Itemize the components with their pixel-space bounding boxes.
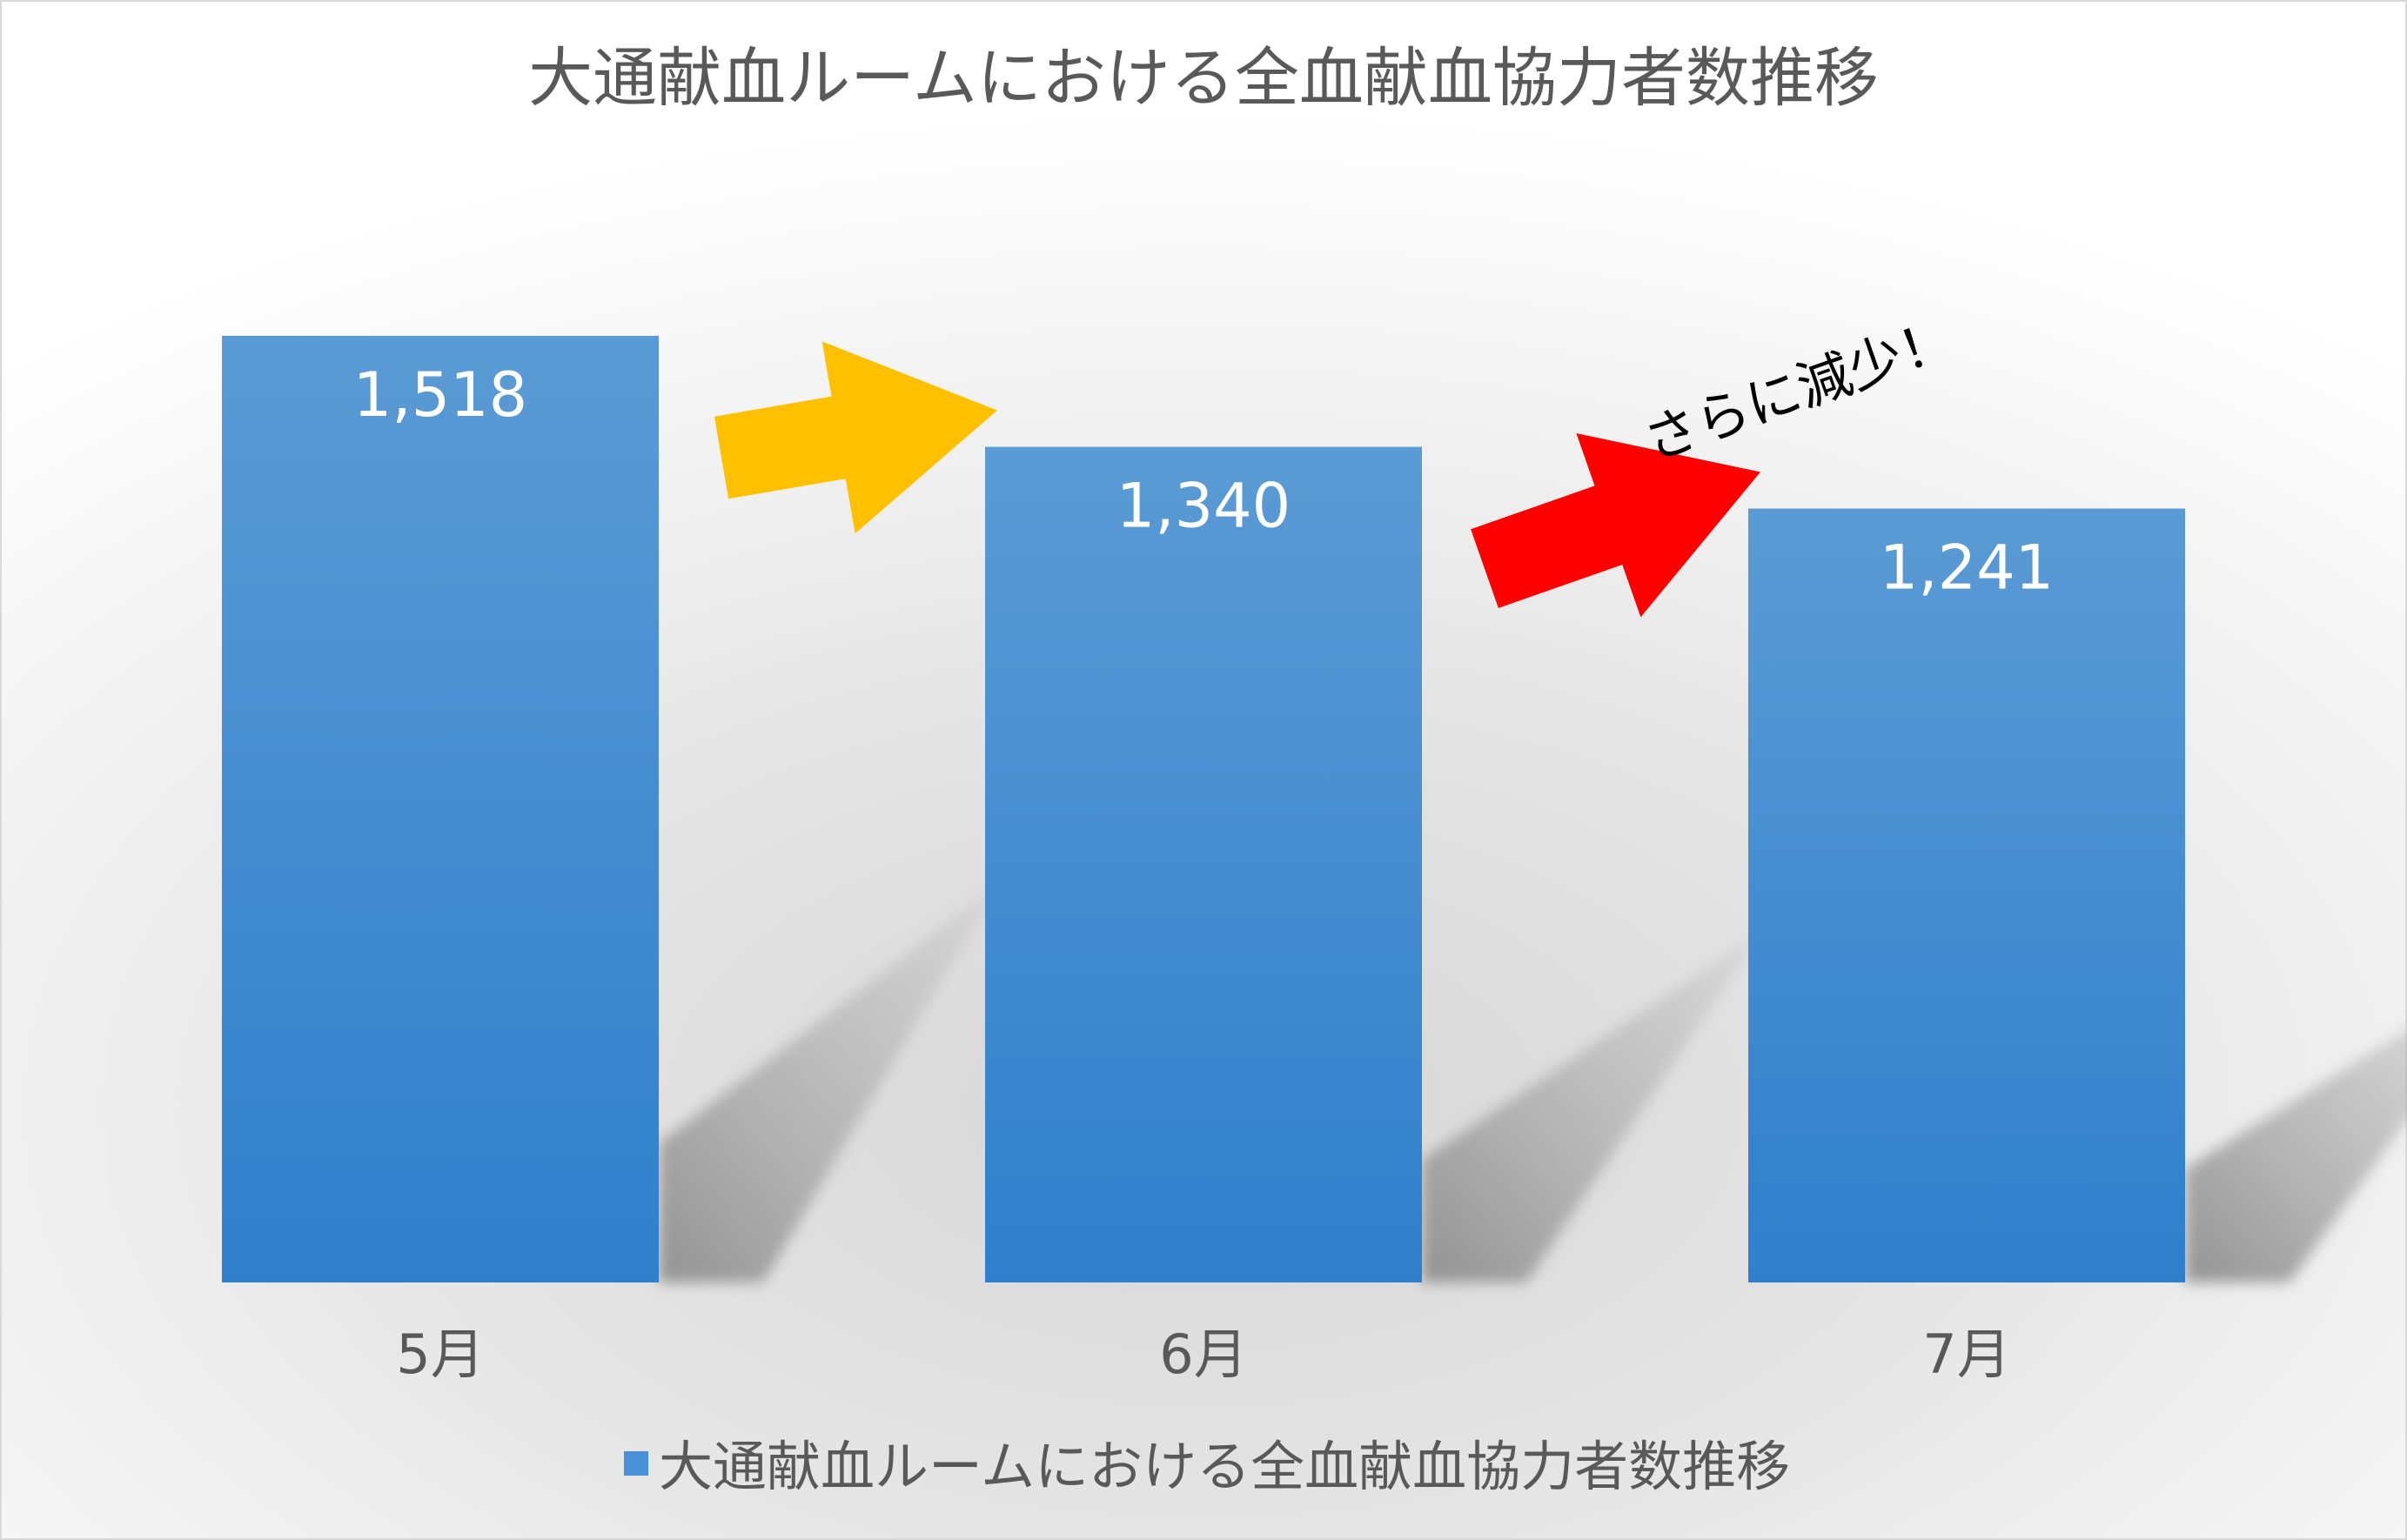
bar-3 — [1748, 508, 2185, 1282]
trend-arrow-1 — [714, 341, 997, 534]
bar-shadow — [659, 885, 998, 1282]
data-label-1: 1,518 — [353, 359, 527, 431]
bar-shadows — [659, 885, 2407, 1282]
category-label-1: 5月 — [396, 1322, 484, 1386]
category-label-2: 6月 — [1159, 1322, 1247, 1386]
bar-shadow — [1422, 931, 1761, 1282]
bar-2 — [985, 446, 1422, 1282]
legend-label: 大通献血ルームにおける全血献血協力者数推移 — [659, 1435, 1790, 1498]
data-label-3: 1,241 — [1880, 532, 2054, 604]
data-label-2: 1,340 — [1116, 471, 1291, 542]
annotation-text: さらに減少！ — [1636, 306, 1962, 473]
trend-arrow-2 — [1471, 433, 1760, 618]
bar-1 — [222, 336, 659, 1282]
value-labels: 1,518 1,340 1,241 — [353, 359, 2054, 604]
chart-title: 大通献血ルームにおける全血献血協力者数推移 — [528, 41, 1879, 116]
legend-swatch — [624, 1451, 648, 1476]
category-label-3: 7月 — [1922, 1322, 2010, 1386]
bar-shadow — [2185, 1030, 2407, 1282]
category-labels: 5月 6月 7月 — [396, 1322, 2010, 1386]
bars — [222, 336, 2185, 1282]
legend: 大通献血ルームにおける全血献血協力者数推移 — [624, 1435, 1790, 1498]
